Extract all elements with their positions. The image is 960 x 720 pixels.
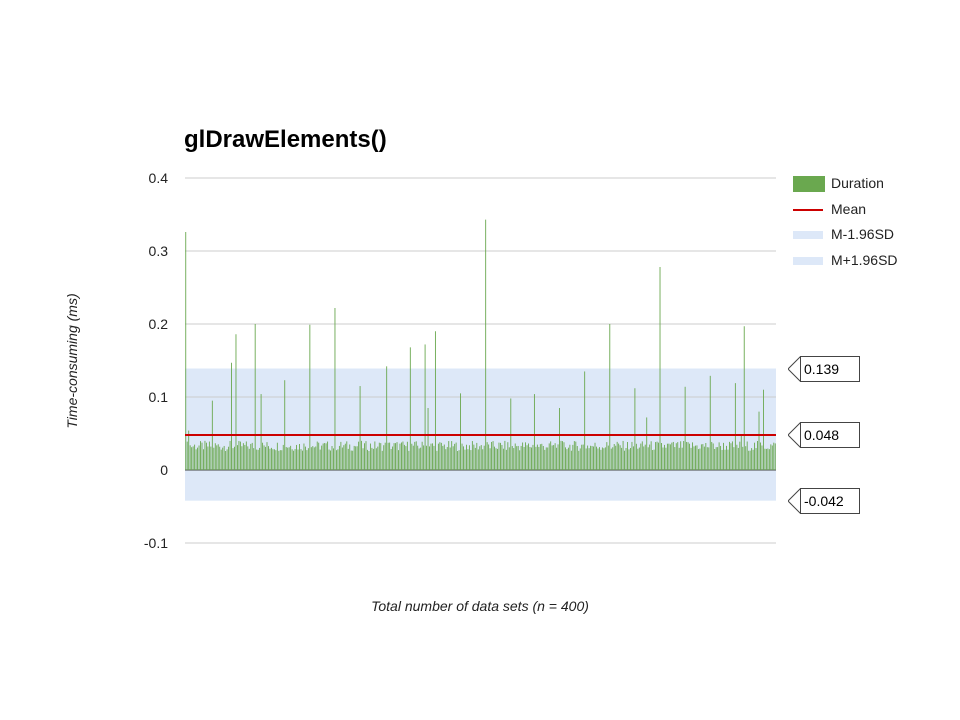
legend-swatch-upper	[793, 256, 823, 265]
callout-lower-bound: -0.042	[800, 488, 860, 514]
callout-mean: 0.048	[800, 422, 860, 448]
y-tick-label: -0.1	[144, 535, 168, 551]
y-tick-label: 0	[160, 462, 168, 478]
legend-swatch-lower	[793, 231, 823, 239]
x-axis-label: Total number of data sets (n = 400)	[371, 598, 589, 614]
legend-label-lower: M-1.96SD	[831, 226, 895, 242]
chart-title: glDrawElements()	[184, 126, 387, 153]
legend-swatch-duration	[793, 176, 825, 192]
y-tick-label: 0.4	[149, 170, 169, 186]
y-tick-label: 0.2	[149, 316, 169, 332]
y-tick-label: 0.1	[149, 389, 169, 405]
legend-swatch-mean	[793, 208, 823, 211]
y-tick-label: 0.3	[149, 243, 169, 259]
legend-label-mean: Mean	[831, 200, 867, 217]
legend-label-duration: Duration	[831, 175, 884, 191]
callout-upper-bound: 0.139	[800, 356, 860, 382]
legend-label-upper: M+1.96SD	[831, 251, 898, 268]
